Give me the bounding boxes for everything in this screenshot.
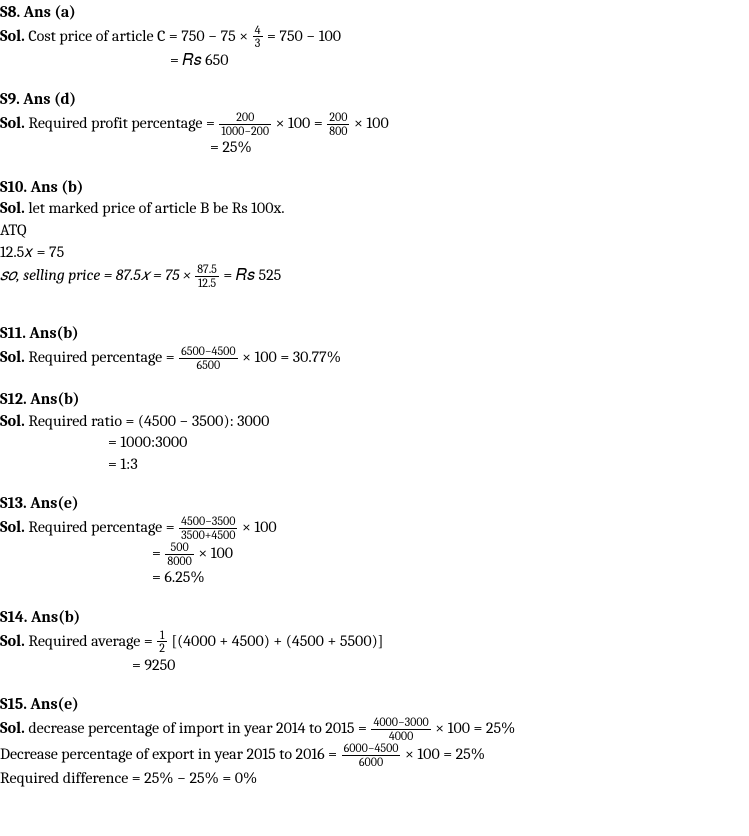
numerator: 1 (157, 629, 167, 643)
sol-label: Sol. (0, 114, 25, 132)
solution-s8: S8. Ans (a) Sol. Cost price of article C… (0, 2, 749, 71)
s15-line2: Decrease percentage of export in year 20… (0, 742, 749, 768)
s10-line3: 12.5𝑥 = 75 (0, 242, 749, 264)
solution-s14: S14. Ans(b) Sol. Required average = 12 [… (0, 607, 749, 676)
numerator: 6000−4500 (342, 742, 401, 756)
s12-line3: = 1:3 (0, 454, 749, 476)
s12-header: S12. Ans(b) (0, 389, 749, 411)
text: × 100 = (272, 114, 326, 132)
s11-line1: Sol. Required percentage = 6500−45006500… (0, 345, 749, 371)
fraction: 43 (253, 24, 263, 50)
s15-line3: Required difference = 25% − 25% = 0% (0, 768, 749, 790)
numerator: 200 (327, 111, 349, 125)
s11-header: S11. Ans(b) (0, 323, 749, 345)
s14-header: S14. Ans(b) (0, 607, 749, 629)
text: = 𝑅𝑠 525 (220, 266, 281, 284)
text: decrease percentage of import in year 20… (25, 719, 371, 737)
text: [(4000 + 4500) + (4500 + 5500)] (168, 631, 383, 649)
sol-label: Sol. (0, 631, 25, 649)
fraction: 6000−45006000 (342, 742, 401, 768)
s15-header: S15. Ans(e) (0, 694, 749, 716)
s10-line2: ATQ (0, 220, 749, 242)
s8-line2: = 𝑅𝑠 650 (0, 50, 749, 72)
fraction: 2001000−200 (219, 111, 271, 137)
s9-line1: Sol. Required profit percentage = 200100… (0, 111, 749, 137)
fraction: 5008000 (165, 541, 193, 567)
s14-line1: Sol. Required average = 12 [(4000 + 4500… (0, 629, 749, 655)
text: Required average = (25, 631, 156, 649)
denominator: 1000−200 (219, 125, 271, 138)
s12-line1: Sol. Required ratio = (4500 − 3500): 300… (0, 411, 749, 433)
s8-header: S8. Ans (a) (0, 2, 749, 24)
fraction: 6500−45006500 (179, 345, 237, 371)
s13-line2: = 5008000 × 100 (0, 541, 749, 567)
s12-line2: = 1000:3000 (0, 432, 749, 454)
text: × 100 (195, 544, 233, 562)
solution-s11: S11. Ans(b) Sol. Required percentage = 6… (0, 323, 749, 371)
fraction: 4000−30004000 (371, 716, 430, 742)
s14-line2: = 9250 (0, 655, 749, 677)
denominator: 8000 (165, 555, 193, 568)
text: = (152, 544, 164, 562)
s10-line4: 𝑠𝑜, selling price = 87.5𝑥 = 75 × 87.512.… (0, 263, 749, 289)
text: Required profit percentage = (25, 114, 219, 132)
denominator: 3 (253, 37, 263, 50)
sol-label: Sol. (0, 199, 25, 217)
text: let marked price of article B be Rs 100x… (25, 199, 285, 217)
fraction: 12 (157, 629, 167, 655)
text: × 100 (350, 114, 388, 132)
denominator: 800 (327, 125, 349, 138)
s9-header: S9. Ans (d) (0, 89, 749, 111)
s13-line3: = 6.25% (0, 567, 749, 589)
text: Cost price of article C = 750 − 75 × (25, 26, 252, 44)
text: Decrease percentage of export in year 20… (0, 745, 341, 763)
numerator: 4 (253, 24, 263, 38)
fraction: 87.512.5 (195, 263, 219, 289)
numerator: 6500−4500 (179, 345, 237, 359)
text: = 750 − 100 (264, 26, 342, 44)
denominator: 12.5 (195, 277, 219, 290)
numerator: 500 (165, 541, 193, 555)
text: Required percentage = (25, 348, 178, 366)
numerator: 4000−3000 (371, 716, 430, 730)
text: × 100 = 30.77% (239, 348, 341, 366)
fraction: 200800 (327, 111, 349, 137)
text: 𝑠𝑜, selling price = 87.5𝑥 = 75 × (0, 266, 194, 284)
sol-label: Sol. (0, 26, 25, 44)
solution-s12: S12. Ans(b) Sol. Required ratio = (4500 … (0, 389, 749, 475)
fraction: 4500−35003500+4500 (179, 515, 237, 541)
s8-line1: Sol. Cost price of article C = 750 − 75 … (0, 24, 749, 50)
numerator: 87.5 (195, 263, 219, 277)
text: Required percentage = (25, 518, 178, 536)
text: Required ratio = (4500 − 3500): 3000 (25, 412, 270, 430)
s9-line2: = 25% (0, 137, 749, 159)
solution-s15: S15. Ans(e) Sol. decrease percentage of … (0, 694, 749, 790)
numerator: 200 (219, 111, 271, 125)
s13-header: S13. Ans(e) (0, 493, 749, 515)
denominator: 6000 (342, 756, 401, 769)
s10-header: S10. Ans (b) (0, 177, 749, 199)
sol-label: Sol. (0, 719, 25, 737)
text: × 100 = 25% (432, 719, 516, 737)
solution-s13: S13. Ans(e) Sol. Required percentage = 4… (0, 493, 749, 589)
s15-line1: Sol. decrease percentage of import in ye… (0, 716, 749, 742)
sol-label: Sol. (0, 348, 25, 366)
denominator: 6500 (179, 359, 237, 372)
sol-label: Sol. (0, 518, 25, 536)
numerator: 4500−3500 (179, 515, 237, 529)
denominator: 2 (157, 642, 167, 655)
text: × 100 = 25% (401, 745, 485, 763)
s10-line1: Sol. let marked price of article B be Rs… (0, 198, 749, 220)
solution-s10: S10. Ans (b) Sol. let marked price of ar… (0, 177, 749, 290)
sol-label: Sol. (0, 412, 25, 430)
s13-line1: Sol. Required percentage = 4500−35003500… (0, 515, 749, 541)
text: × 100 (238, 518, 276, 536)
solution-s9: S9. Ans (d) Sol. Required profit percent… (0, 89, 749, 158)
